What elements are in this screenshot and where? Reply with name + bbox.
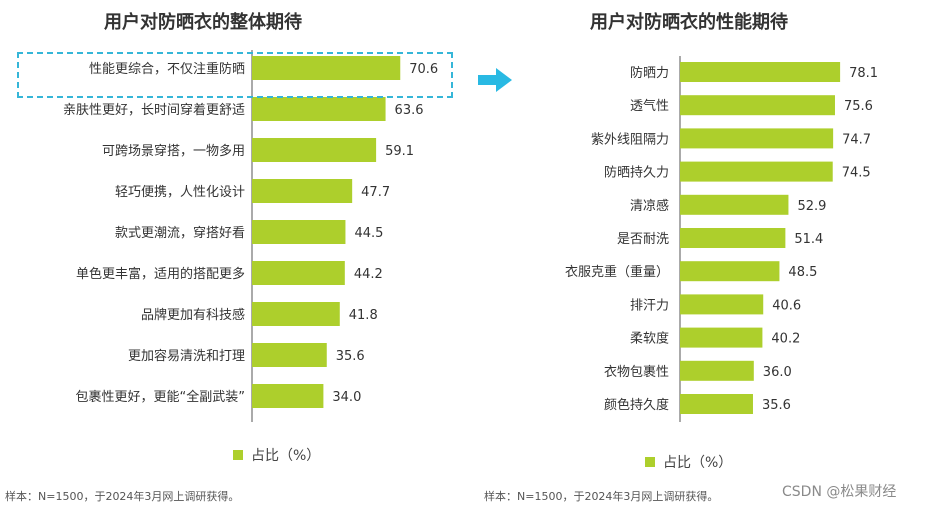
- category-label: 颜色持久度: [604, 397, 669, 413]
- right-chart-title: 用户对防晒衣的性能期待: [590, 12, 788, 33]
- highlight-box: [17, 52, 453, 98]
- value-label: 36.0: [763, 365, 792, 380]
- value-label: 41.8: [349, 308, 378, 323]
- value-label: 48.5: [788, 265, 817, 280]
- category-label: 品牌更加有科技感: [141, 307, 245, 323]
- bar: [680, 327, 763, 348]
- value-label: 34.0: [332, 390, 361, 405]
- value-label: 59.1: [385, 144, 414, 159]
- category-label: 防晒力: [630, 65, 669, 81]
- bar: [680, 62, 841, 82]
- value-label: 74.7: [842, 132, 871, 147]
- bar: [680, 360, 754, 381]
- bar: [252, 220, 346, 244]
- bar: [252, 261, 345, 285]
- right-legend: 占比（%）: [645, 452, 732, 472]
- legend-swatch: [645, 457, 655, 467]
- category-label: 紫外线阻隔力: [591, 132, 669, 147]
- overall-expectation-chart: 性能更综合，不仅注重防晒 70.6 亲肤性更好，长时间穿着更舒适 63.6 可跨场景穿搭…: [63, 50, 438, 422]
- category-label: 亲肤性更好，长时间穿着更舒适: [63, 102, 245, 118]
- performance-expectation-chart: 防晒力 78.1 透气性 75.6 紫外线阻隔力 74.7 防晒持久力 74.5 清凉感 52.9…: [565, 56, 878, 422]
- bar: [252, 97, 386, 121]
- value-label: 35.6: [336, 349, 365, 364]
- left-sample-note: 样本：N=1500，于2024年3月网上调研获得。: [5, 490, 240, 503]
- value-label: 51.4: [794, 232, 823, 247]
- category-label: 款式更潮流，穿搭好看: [115, 225, 245, 241]
- value-label: 47.7: [361, 185, 390, 200]
- bar: [252, 138, 377, 162]
- category-label: 清凉感: [630, 198, 669, 214]
- value-label: 44.5: [354, 226, 383, 241]
- category-label: 透气性: [630, 98, 669, 114]
- bar: [252, 302, 340, 326]
- value-label: 63.6: [395, 103, 424, 118]
- category-label: 防晒持久力: [604, 165, 669, 181]
- value-label: 35.6: [762, 398, 791, 413]
- category-label: 柔软度: [630, 331, 669, 347]
- category-label: 性能更综合，不仅注重防晒: [89, 61, 245, 77]
- legend-label: 占比（%）: [663, 455, 733, 471]
- bar: [252, 343, 327, 367]
- bar: [680, 128, 834, 149]
- right-arrow-icon: [478, 68, 512, 92]
- bar: [680, 294, 764, 315]
- bar: [680, 194, 789, 215]
- value-label: 40.6: [772, 298, 801, 313]
- right-sample-note: 样本：N=1500，于2024年3月网上调研获得。: [484, 490, 719, 503]
- value-label: 70.6: [409, 62, 438, 77]
- value-label: 52.9: [797, 199, 826, 214]
- value-label: 78.1: [849, 66, 878, 81]
- value-label: 75.6: [844, 99, 873, 114]
- watermark: CSDN @松果财经: [782, 484, 897, 500]
- category-label: 轻巧便携，人性化设计: [115, 184, 245, 200]
- left-legend: 占比（%）: [233, 445, 320, 465]
- legend-swatch: [233, 450, 243, 460]
- bar: [680, 161, 833, 182]
- category-label: 是否耐洗: [617, 232, 669, 247]
- bar: [252, 56, 401, 80]
- legend-label: 占比（%）: [251, 448, 321, 464]
- category-label: 更加容易清洗和打理: [128, 348, 245, 364]
- bar: [680, 228, 786, 248]
- left-chart-title: 用户对防晒衣的整体期待: [104, 12, 302, 33]
- category-label: 包裹性更好，更能“全副武装”: [76, 389, 245, 405]
- category-label: 可跨场景穿搭，一物多用: [102, 143, 245, 159]
- bar: [252, 384, 324, 408]
- value-label: 44.2: [354, 267, 383, 282]
- value-label: 40.2: [771, 332, 800, 347]
- bar: [680, 95, 835, 116]
- bar: [252, 179, 353, 203]
- bar: [680, 394, 753, 414]
- category-label: 排汗力: [630, 298, 669, 313]
- bar: [680, 261, 780, 282]
- category-label: 单色更丰富，适用的搭配更多: [76, 266, 245, 282]
- category-label: 衣物包裹性: [604, 364, 669, 380]
- category-label: 衣服克重（重量）: [565, 264, 669, 280]
- value-label: 74.5: [842, 166, 871, 181]
